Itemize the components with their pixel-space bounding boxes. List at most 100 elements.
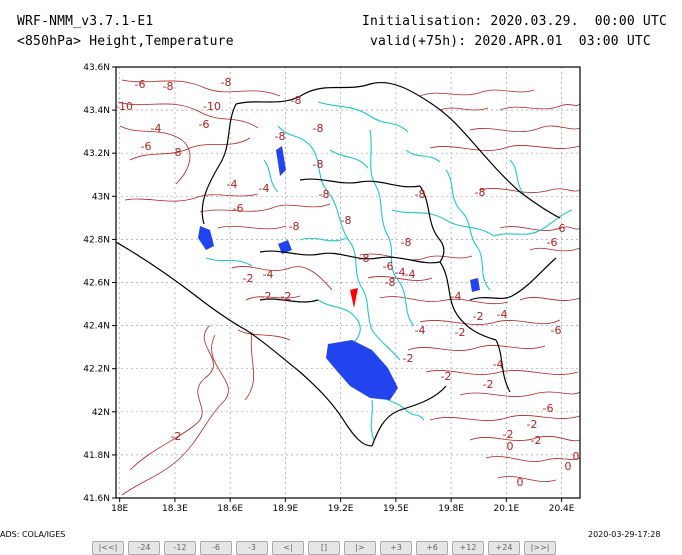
contour-label: -8 [275,130,286,143]
lon-tick-label: 18.9E [273,504,299,514]
lat-tick-label: 42.2N [83,365,110,375]
contour-label: 0 [507,440,514,453]
contour-label: -6 [135,78,146,91]
contour-label: -2 [531,434,542,447]
contour-label: 0 [517,476,524,489]
lon-tick-label: 19.8E [438,504,464,514]
lon-tick-label: 18E [111,504,128,514]
contour-label: -4 [263,268,274,281]
contour-label: -2 [527,418,538,431]
contour-label: -4 [259,182,270,195]
valid-time: valid(+75h): 2020.APR.01 03:00 UTC [370,34,651,49]
lon-tick-label: 18.3E [162,504,188,514]
contour-label: -4 [395,266,406,279]
lat-tick-label: 41.6N [83,494,110,504]
lat-tick-label: 41.8N [83,451,110,461]
contour-label: -8 [415,188,426,201]
credit-text: ADS: COLA/IGES [0,530,66,539]
contour-label: -10 [203,100,221,113]
lat-tick-label: 43.6N [83,63,110,73]
contour-label: -2 [455,326,466,339]
contour-label: -8 [313,122,324,135]
contour-label: -2 [243,272,254,285]
contour-label: -8 [171,146,182,159]
lat-tick-label: 42.8N [83,235,110,245]
contour-label: -6 [551,324,562,337]
contour-label: -2 [441,370,452,383]
nav-button[interactable]: -24 [128,541,160,555]
timestamp-text: 2020-03-29-17:28 [588,530,661,539]
contour-label: -6 [543,402,554,415]
contour-label: -4 [497,308,508,321]
contour-label: -8 [313,158,324,171]
contour-label: -8 [341,214,352,227]
lat-tick-label: 42.6N [83,279,110,289]
nav-button[interactable]: |<<| [92,541,124,555]
lon-tick-label: 18.6E [217,504,243,514]
contour-label: -2 [281,290,292,303]
contour-label: -6 [555,222,566,235]
contour-label: -2 [171,430,182,443]
contour-label: -2 [261,290,272,303]
model-title: WRF-NMM_v3.7.1-E1 [17,14,154,29]
nav-button[interactable]: +12 [452,541,484,555]
init-time: Initialisation: 2020.03.29. 00:00 UTC [362,14,668,29]
contour-label: -4 [415,324,426,337]
lat-tick-label: 43.2N [83,149,110,159]
field-title: <850hPa> Height,Temperature [17,34,234,49]
nav-button[interactable]: -12 [164,541,196,555]
contour-label: -4 [227,178,238,191]
contour-label: -8 [163,80,174,93]
nav-button[interactable]: +3 [380,541,412,555]
contour-label: 0 [573,450,580,463]
contour-label: -4 [451,290,462,303]
nav-button[interactable]: +6 [416,541,448,555]
contour-label: -8 [319,188,330,201]
contour-label: -6 [547,236,558,249]
rivers [205,101,573,441]
lakes [198,146,480,400]
nav-button[interactable]: |> [344,541,376,555]
lon-tick-label: 19.5E [383,504,409,514]
contour-label: -8 [475,186,486,199]
contour-label: -8 [385,276,396,289]
lat-tick-label: 42.4N [83,322,110,332]
contour-label: -10 [115,100,133,113]
contour-labels: -6 -8-10 -8-6-4-6 -8-10-8-8-8-8-8-8 -8-6-4-8… [115,76,580,489]
contour-label: 0 [565,460,572,473]
nav-button[interactable]: -6 [200,541,232,555]
nav-button[interactable]: <| [272,541,304,555]
borders [116,82,561,447]
lat-tick-label: 42N [92,408,110,418]
lat-tick-label: 43N [92,192,110,202]
contour-label: -6 [233,202,244,215]
nav-button[interactable]: +24 [488,541,520,555]
temperature-contours [117,79,580,496]
contour-label: -4 [151,122,162,135]
contour-label: -2 [403,352,414,365]
contour-label: -6 [141,140,152,153]
contour-label: -4 [493,358,504,371]
nav-button[interactable]: -3 [236,541,268,555]
lon-tick-label: 20.1E [493,504,519,514]
nav-button[interactable]: |>>| [524,541,556,555]
animation-toolbar: |<<| -24 -12 -6 -3 <| [] |> +3 +6 +12 +24 |>>| [92,541,556,555]
lon-tick-label: 20.4E [549,504,575,514]
contour-label: -8 [291,94,302,107]
lat-tick-label: 43.4N [83,106,110,116]
contour-label: -2 [483,378,494,391]
contour-label: -6 [383,260,394,273]
contour-label: -2 [503,428,514,441]
contour-label: -4 [405,268,416,281]
contour-label: -6 [199,118,210,131]
lon-axis: 18E 18.3E 18.6E 18.9E 19.2E 19.5E 19.8E 20.1E 20… [111,498,575,514]
contour-label: -8 [401,236,412,249]
contour-label: -8 [359,252,370,265]
nav-button[interactable]: [] [308,541,340,555]
lon-tick-label: 19.2E [328,504,354,514]
location-marker [350,288,358,308]
contour-label: -8 [289,220,300,233]
contour-label: -8 [221,76,232,89]
contour-label: -2 [473,310,484,323]
